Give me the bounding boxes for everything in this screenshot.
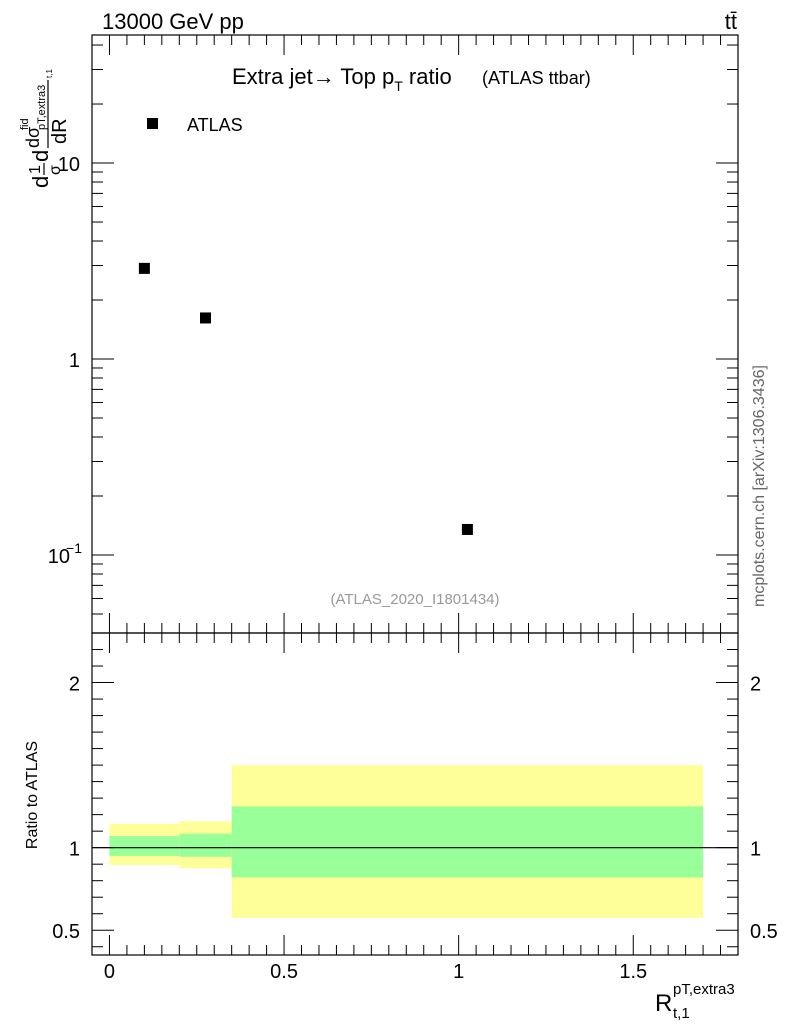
legend-marker <box>147 118 158 129</box>
ratio-y-tick-label: 0.5 <box>52 921 80 943</box>
ratio-y-tick-label-right: 2 <box>750 674 761 696</box>
analysis-id: (ATLAS_2020_I1801434) <box>330 591 499 608</box>
ylabel-one: 1 <box>27 165 44 174</box>
side-credit: mcplots.cern.ch [arXiv:1306.3436] <box>751 365 768 607</box>
xlabel-sub: t,1 <box>673 1005 690 1022</box>
main-y-tick-label: 1 <box>69 350 80 372</box>
x-tick-label: 1.5 <box>619 961 647 983</box>
ratio-y-tick-label: 1 <box>69 839 80 861</box>
ylabel-d2: d <box>28 150 53 162</box>
main-x-ticks <box>108 35 739 633</box>
ratio-y-label: Ratio to ATLAS <box>24 741 41 849</box>
data-point <box>138 262 150 274</box>
title-main: Extra jet→ Top p <box>232 64 394 89</box>
main-y-tick-label: 10 <box>58 154 80 176</box>
ratio-y-tick-label: 2 <box>69 674 80 696</box>
x-tick-label: 0 <box>104 961 115 983</box>
data-points <box>138 262 473 535</box>
ratio-y-ticks: 0.5 0.5 1 1 2 2 <box>52 649 778 948</box>
main-y-tick-label-exp: −1 <box>66 540 82 556</box>
svg-text:d: d <box>28 176 53 188</box>
ylabel-fid: fid <box>19 118 31 130</box>
data-point <box>199 312 211 324</box>
data-point <box>461 523 473 535</box>
ylabel-dR: dR <box>49 118 71 144</box>
xlabel-sup: pT,extra3 <box>673 981 735 998</box>
ylabel-sub: pT,extra3 <box>36 85 48 130</box>
ratio-band-inner <box>179 833 232 857</box>
chart-title: Extra jet→ Top pT ratio <box>232 64 452 94</box>
title-subscript: T <box>394 78 403 94</box>
title-ratio: ratio <box>403 64 452 89</box>
ratio-y-tick-label-right: 1 <box>750 839 761 861</box>
energy-label: 13000 GeV pp <box>102 9 244 34</box>
ylabel-dsigma: dσ <box>23 127 43 148</box>
ylabel-sub2: t,1 <box>45 69 54 78</box>
ratio-x-ticks: 0 0.5 1 1.5 <box>104 633 739 983</box>
ratio-frame <box>91 632 739 956</box>
main-y-tick-label: 10 <box>48 546 70 568</box>
ratio-y-tick-label-right: 0.5 <box>750 921 778 943</box>
ylabel-d1: d <box>28 176 53 188</box>
xlabel-main: R <box>655 990 672 1017</box>
x-axis-label: R <box>655 990 672 1017</box>
x-tick-label: 0.5 <box>270 961 298 983</box>
x-tick-label: 1 <box>453 961 464 983</box>
ratio-band-inner <box>231 806 704 878</box>
legend-label: ATLAS <box>187 115 243 135</box>
ratio-bands <box>109 765 704 918</box>
ratio-band-inner <box>109 836 180 856</box>
ratio-panel: 0.5 0.5 1 1 2 2 0 0.5 1 1.5 Ratio to ATLAS R pT,… <box>24 632 778 1022</box>
main-y-label: d 1 σ d dσ fid pT,extra3 t,1 dR <box>19 69 71 188</box>
ylabel-sigma: σ <box>47 165 64 175</box>
chart-title-small: (ATLAS ttbar) <box>482 68 591 88</box>
process-label: tt̄ <box>725 9 737 34</box>
